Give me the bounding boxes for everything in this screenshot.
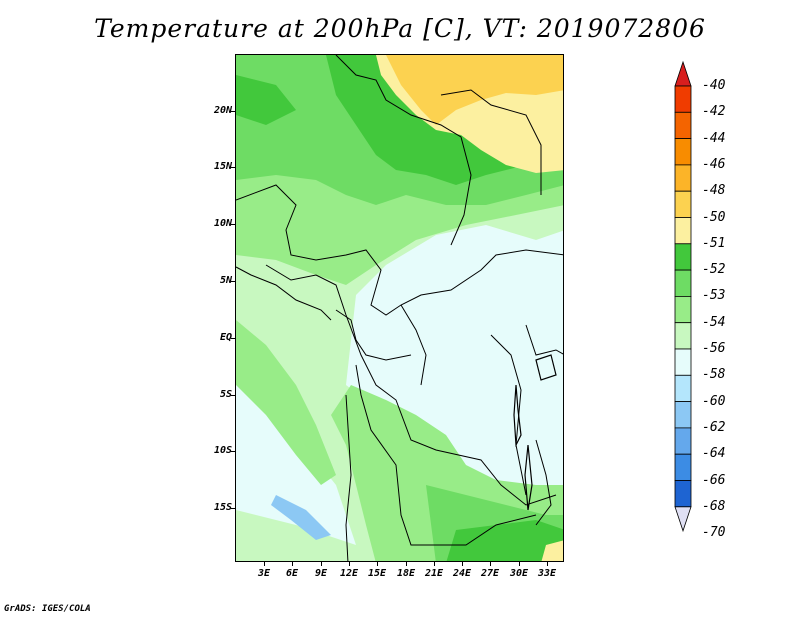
temperature-field	[236, 55, 563, 561]
colorbar-swatch	[674, 243, 692, 271]
colorbar-swatch	[674, 295, 692, 324]
lon-tick	[292, 562, 293, 566]
lon-tick	[377, 562, 378, 566]
colorbar-tick-label: -58	[702, 367, 726, 383]
lat-tick	[231, 451, 235, 452]
lat-tick	[231, 395, 235, 396]
colorbar-top-arrow	[674, 60, 692, 87]
lon-label-24e: 24E	[452, 568, 472, 579]
lon-tick	[490, 562, 491, 566]
colorbar-swatch	[674, 453, 692, 481]
colorbar-swatch	[674, 85, 692, 113]
colorbar-tick-label: -53	[702, 288, 726, 304]
lon-tick	[519, 562, 520, 566]
lon-tick	[349, 562, 350, 566]
contour-fill-56	[271, 495, 331, 540]
colorbar	[674, 60, 692, 533]
map-plot-area	[235, 54, 564, 562]
lat-label-15s: 15S	[213, 502, 232, 513]
chart-title: Temperature at 200hPa [C], VT: 201907280…	[94, 14, 706, 43]
colorbar-swatch	[674, 322, 692, 350]
colorbar-tick-label: -56	[702, 341, 726, 356]
lon-label-3e: 3E	[257, 568, 271, 579]
lon-label-15e: 15E	[367, 568, 387, 579]
colorbar-tick-label: -40	[702, 78, 726, 93]
colorbar-swatch	[674, 138, 692, 166]
lon-tick	[264, 562, 265, 566]
colorbar-tick-label: -52	[702, 262, 726, 278]
lon-label-6e: 6E	[285, 568, 299, 579]
lon-label-30e: 30E	[509, 568, 529, 579]
colorbar-tick-label: -68	[702, 498, 726, 514]
lat-label-10s: 10S	[213, 445, 232, 456]
colorbar-swatch	[674, 374, 692, 402]
lat-label-15n: 15N	[213, 161, 232, 172]
lon-label-12e: 12E	[339, 568, 359, 579]
lon-label-18e: 18E	[396, 568, 416, 579]
lat-tick	[231, 338, 235, 339]
colorbar-swatch	[674, 111, 692, 139]
contour-fill-50	[376, 55, 563, 561]
colorbar-tick-label: -64	[702, 446, 726, 462]
colorbar-tick-label: -62	[702, 419, 726, 435]
contour-fill-52	[236, 55, 563, 561]
lakes	[513, 354, 557, 511]
colorbar-tick-label: -44	[702, 130, 726, 146]
lat-label-eq: EQ	[219, 332, 232, 343]
lat-label-20n: 20N	[213, 105, 232, 116]
colorbar-swatch	[674, 164, 692, 192]
contour-fill-48	[386, 55, 563, 125]
lon-label-33e: 33E	[537, 568, 557, 579]
colorbar-swatch	[674, 190, 692, 218]
lat-tick	[231, 111, 235, 112]
lon-tick	[462, 562, 463, 566]
lat-tick	[231, 167, 235, 168]
lon-label-9e: 9E	[314, 568, 328, 579]
colorbar-tick-label: -51	[702, 235, 726, 251]
colorbar-swatch	[674, 480, 692, 508]
colorbar-tick-label: -54	[702, 314, 726, 330]
colorbar-tick-label: -60	[702, 393, 726, 409]
colorbar-tick-label: -66	[702, 472, 726, 488]
lat-tick	[231, 508, 235, 509]
colorbar-bottom-arrow	[674, 506, 692, 533]
colorbar-tick-label: -46	[702, 156, 726, 172]
country-borders	[236, 55, 563, 561]
colorbar-tick-label: -70	[702, 525, 726, 541]
grads-credit: GrADS: IGES/COLA	[4, 604, 91, 614]
colorbar-tick-label: -42	[702, 104, 726, 120]
lon-tick	[434, 562, 435, 566]
lon-tick	[547, 562, 548, 566]
colorbar-tick-label: -48	[702, 183, 726, 199]
colorbar-swatch	[674, 401, 692, 429]
lon-tick	[406, 562, 407, 566]
colorbar-swatch	[674, 348, 692, 376]
colorbar-swatch	[674, 217, 692, 245]
colorbar-swatch	[674, 269, 692, 297]
colorbar-tick-label: -50	[702, 209, 726, 225]
lat-label-5s: 5S	[219, 389, 232, 400]
lat-label-5n: 5N	[219, 275, 232, 286]
lat-tick	[231, 281, 235, 282]
lat-tick	[231, 224, 235, 225]
lon-tick	[321, 562, 322, 566]
lat-label-10n: 10N	[213, 218, 232, 229]
lon-label-21e: 21E	[424, 568, 444, 579]
lon-label-27e: 27E	[480, 568, 500, 579]
colorbar-swatch	[674, 427, 692, 455]
